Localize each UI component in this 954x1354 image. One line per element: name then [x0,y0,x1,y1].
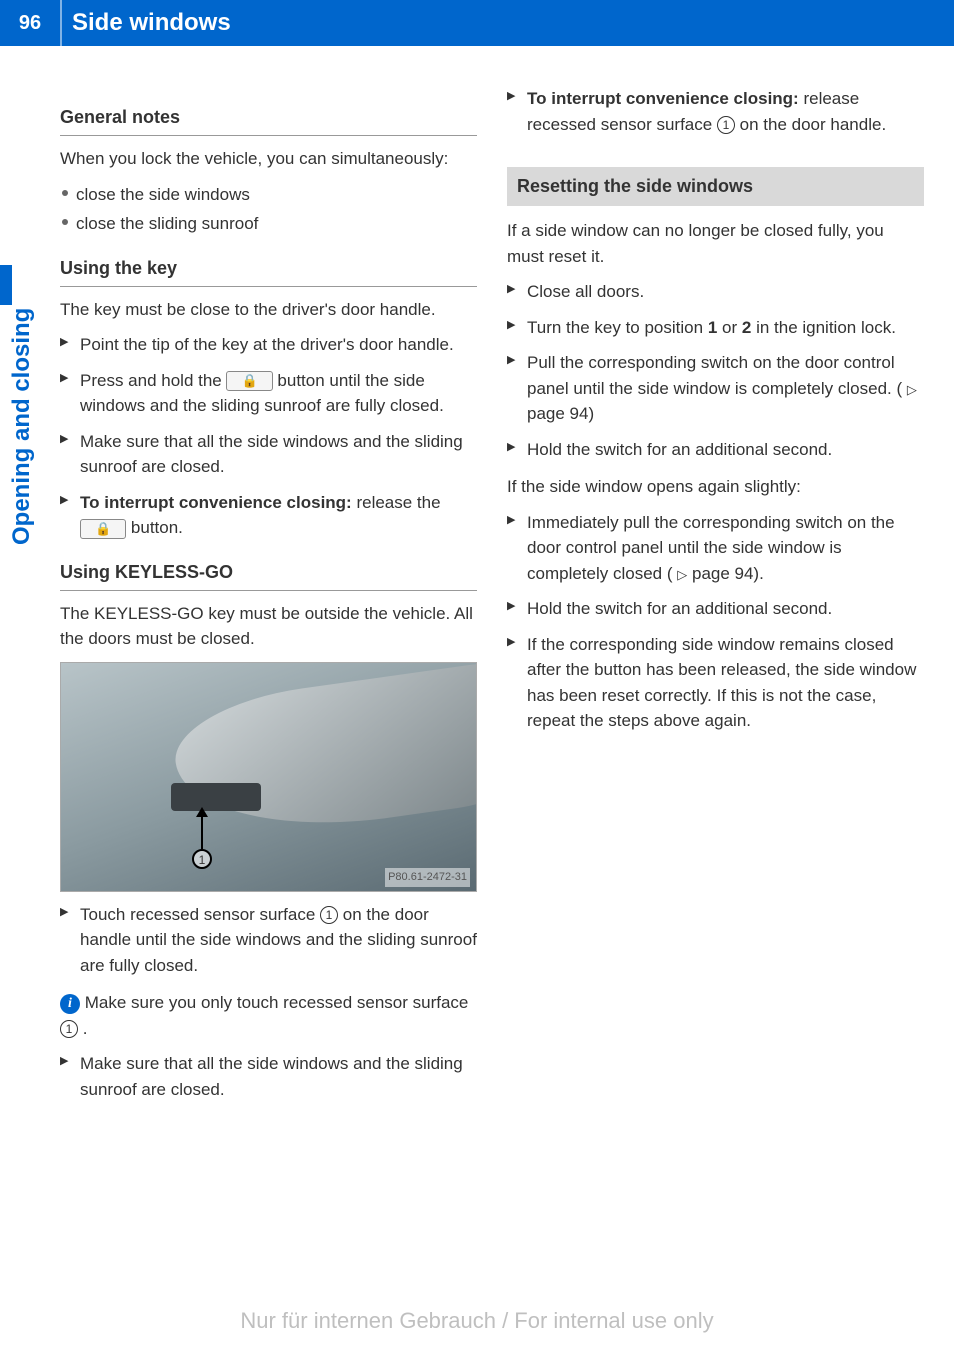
general-intro: When you lock the vehicle, you can simul… [60,146,477,172]
section-using-key: Using the key [60,255,477,287]
list-item: Turn the key to position 1 or 2 in the i… [507,315,924,341]
list-item: Immediately pull the corresponding switc… [507,510,924,587]
list-item: Close all doors. [507,279,924,305]
figure-callout-1: 1 [192,849,212,869]
triangle-ref-icon: ▷ [677,566,687,581]
text-fragment: . [83,1019,88,1038]
reset-steps: Close all doors. Turn the key to positio… [507,279,924,462]
triangle-ref-icon: ▷ [907,381,917,396]
right-column: To interrupt convenience closing: releas… [507,86,924,1114]
list-item: Hold the switch for an additional second… [507,596,924,622]
using-key-intro: The key must be close to the driver's do… [60,297,477,323]
lock-button-icon: 🔒 [80,519,126,539]
text-bold: 2 [742,318,751,337]
reset-steps-2: Immediately pull the corresponding switc… [507,510,924,734]
reset-intro: If a side window can no longer be closed… [507,218,924,269]
content-area: General notes When you lock the vehicle,… [0,46,954,1114]
list-item: Press and hold the 🔒 button until the si… [60,368,477,419]
list-item: If the corresponding side window remains… [507,632,924,734]
text-fragment: on the door handle. [740,115,887,134]
top-right-step: To interrupt convenience closing: releas… [507,86,924,137]
text-fragment: or [722,318,742,337]
page-title: Side windows [62,9,231,37]
side-tab-marker [0,265,12,305]
figure-arrow-line [201,811,203,851]
list-item: Make sure that all the side windows and … [60,429,477,480]
list-item: Point the tip of the key at the driver's… [60,332,477,358]
circled-1-icon: 1 [320,906,338,924]
text-fragment: page 94) [527,404,594,423]
keyless-steps: Touch recessed sensor surface 1 on the d… [60,902,477,979]
text-fragment: Press and hold the [80,371,226,390]
text-fragment: button. [131,518,183,537]
door-handle-figure: 1 P80.61-2472-31 [60,662,477,892]
info-icon: i [60,994,80,1014]
info-note: i Make sure you only touch recessed sens… [60,990,477,1041]
text-fragment: Touch recessed sensor surface [80,905,320,924]
section-general-notes: General notes [60,104,477,136]
list-item: Hold the switch for an additional second… [507,437,924,463]
text-fragment: release the [356,493,440,512]
keyless-intro: The KEYLESS-GO key must be outside the v… [60,601,477,652]
text-fragment: in the ignition lock. [756,318,896,337]
text-fragment: Turn the key to position [527,318,708,337]
text-fragment: Make sure you only touch recessed sensor… [85,993,469,1012]
figure-label: P80.61-2472-31 [385,868,470,887]
list-item: To interrupt convenience closing: releas… [60,490,477,541]
section-keyless-go: Using KEYLESS-GO [60,559,477,591]
text-fragment: Pull the corresponding switch on the doo… [527,353,902,398]
page-number: 96 [0,12,60,35]
side-tab-label: Opening and closing [8,308,36,545]
text-fragment: page 94). [692,564,764,583]
text-bold: 1 [708,318,717,337]
list-item: Pull the corresponding switch on the doo… [507,350,924,427]
text-bold: To interrupt convenience closing: [80,493,352,512]
list-item: close the sliding sunroof [60,211,477,237]
section-resetting: Resetting the side windows [507,167,924,206]
reset-mid: If the side window opens again slightly: [507,474,924,500]
key-steps: Point the tip of the key at the driver's… [60,332,477,541]
page-header: 96 Side windows [0,0,954,46]
text-bold: To interrupt convenience closing: [527,89,799,108]
figure-car-body [168,662,477,846]
watermark-text: Nur für internen Gebrauch / For internal… [0,1308,954,1334]
list-item: Make sure that all the side windows and … [60,1051,477,1102]
left-column: General notes When you lock the vehicle,… [60,86,477,1114]
list-item: close the side windows [60,182,477,208]
lock-button-icon: 🔒 [226,371,272,391]
circled-1-icon: 1 [717,116,735,134]
list-item: To interrupt convenience closing: releas… [507,86,924,137]
circled-1-icon: 1 [60,1020,78,1038]
list-item: Touch recessed sensor surface 1 on the d… [60,902,477,979]
header-divider [60,0,62,46]
figure-door-handle [171,783,261,811]
keyless-steps-2: Make sure that all the side windows and … [60,1051,477,1102]
general-bullets: close the side windows close the sliding… [60,182,477,237]
